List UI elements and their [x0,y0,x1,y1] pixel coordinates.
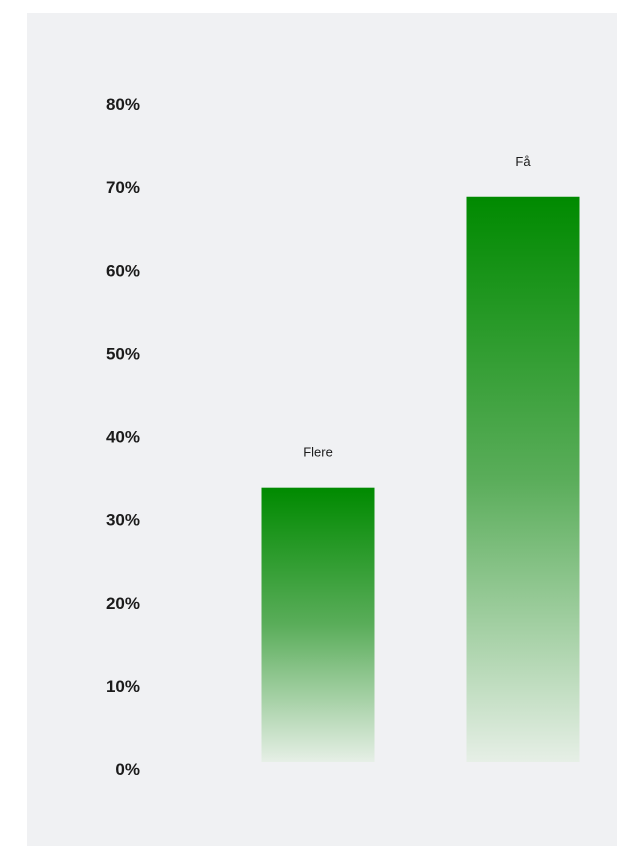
y-tick-label: 40% [106,428,140,447]
y-tick-label: 80% [106,95,140,114]
bar-2 [466,196,580,762]
bar-label: Flere [303,445,333,460]
y-tick-label: 20% [106,594,140,613]
bar-labels: Flere Få [303,154,531,460]
y-tick-label: 60% [106,261,140,280]
y-tick-label: 50% [106,344,140,363]
bar-1 [261,487,375,762]
y-axis: 0% 10% 20% 30% 40% 50% 60% 70% 80% [106,95,140,779]
y-tick-label: 0% [115,760,140,779]
bars [261,196,580,762]
y-tick-label: 10% [106,677,140,696]
y-tick-label: 30% [106,511,140,530]
y-tick-label: 70% [106,178,140,197]
bar-label: Få [515,154,531,169]
